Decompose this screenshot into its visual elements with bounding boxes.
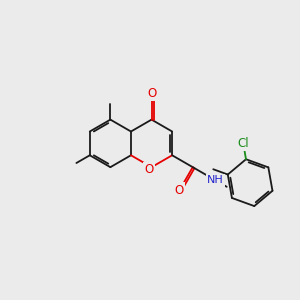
- Text: O: O: [175, 184, 184, 197]
- Text: O: O: [144, 163, 154, 176]
- Text: O: O: [147, 87, 156, 100]
- Text: Cl: Cl: [237, 137, 249, 150]
- Text: NH: NH: [207, 175, 224, 185]
